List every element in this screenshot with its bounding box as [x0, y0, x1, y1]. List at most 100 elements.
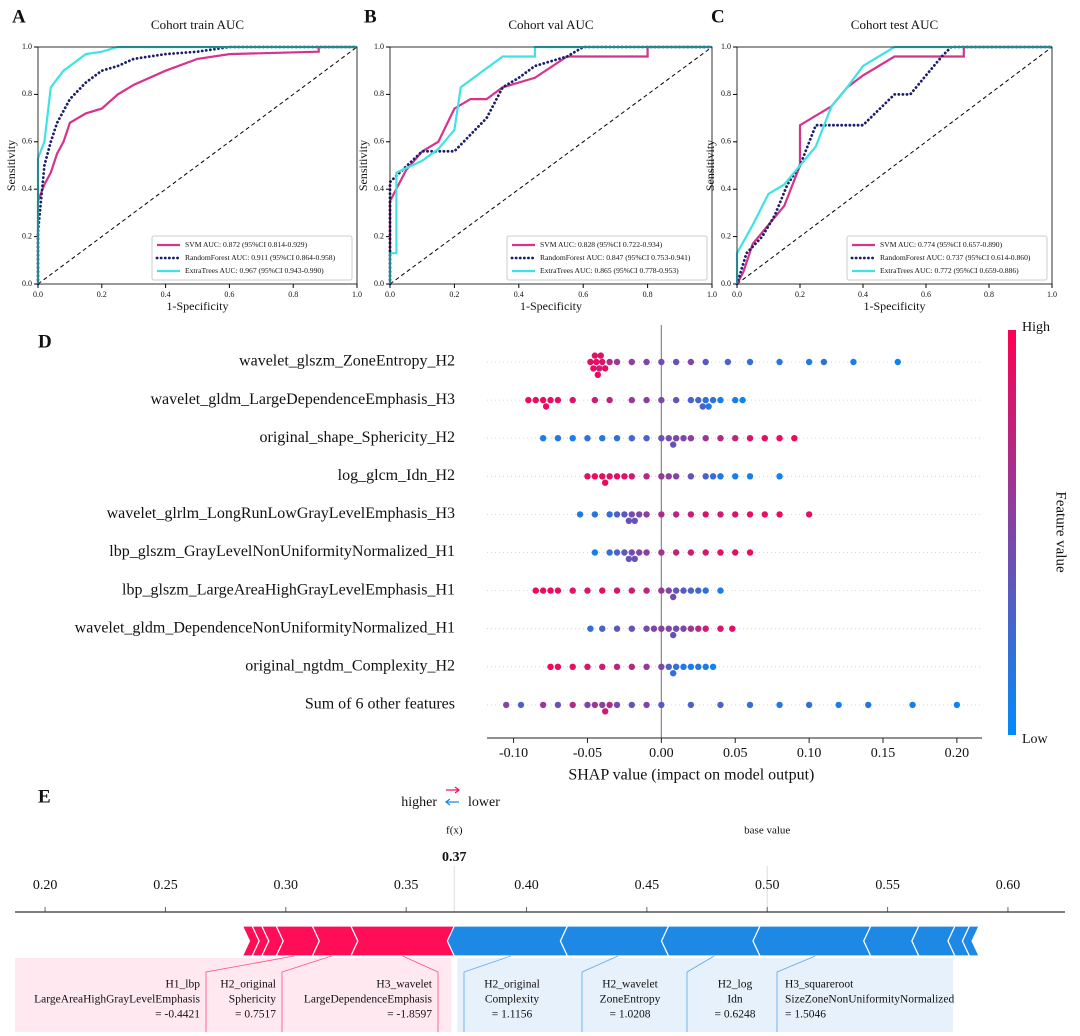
shap-dot [606, 473, 613, 480]
x-tick-label: 0.4 [514, 290, 524, 299]
shap-dot [687, 625, 695, 632]
x-tick-label: -0.10 [499, 746, 528, 761]
shap-dot [650, 625, 658, 632]
shap-dot [643, 663, 650, 670]
shap-dot [687, 587, 695, 594]
chart-title: Cohort val AUC [508, 17, 593, 32]
shap-dot [643, 701, 650, 709]
roc-curve [735, 45, 1052, 284]
shap-dot [613, 473, 621, 480]
shap-dot [628, 473, 636, 480]
shap-dot [665, 587, 672, 594]
panel-label: C [711, 6, 725, 27]
shap-dot [554, 435, 562, 442]
shap-dot [665, 663, 672, 670]
feature-name: SizeZoneNonUniformityNormalized [785, 994, 955, 1006]
shap-dot [658, 663, 665, 670]
y-axis-label: Sensitivity [356, 140, 370, 191]
shap-dot [625, 555, 633, 563]
x-tick-label: 0.6 [578, 290, 588, 299]
x-tick-label: 0.2 [97, 290, 107, 299]
legend-box [846, 235, 1048, 281]
shap-dot [702, 396, 709, 404]
shap-dot [717, 625, 724, 632]
shap-dot [635, 549, 643, 556]
shap-dot [717, 511, 724, 518]
shap-dot [597, 352, 604, 359]
positive-label-area [15, 958, 452, 1032]
shap-dot [554, 396, 562, 404]
shap-dot [746, 435, 754, 442]
shap-dot [584, 701, 591, 709]
x-tick-label: 0.25 [153, 878, 178, 893]
y-tick-label: 1.0 [22, 42, 32, 51]
roc-curve [736, 45, 1052, 285]
diagonal [736, 46, 1053, 285]
shap-dot [547, 396, 554, 404]
shap-dot [599, 473, 606, 480]
shap-dot [746, 511, 754, 518]
shap-dot [658, 511, 665, 518]
shap-dot [591, 473, 599, 480]
shap-dot [717, 396, 724, 404]
x-tick-label: 0.35 [394, 878, 419, 893]
shap-dot [702, 625, 709, 632]
shap-dot [631, 555, 638, 563]
legend-label: ExtraTrees AUC: 0.772 (95%CI 0.659-0.886… [880, 266, 1019, 275]
shap-dot [539, 701, 547, 709]
shap-dot [665, 625, 672, 632]
shap-dot [680, 587, 687, 594]
shap-dot [702, 587, 709, 594]
legend-label: ExtraTrees AUC: 0.967 (95%CI 0.943-0.990… [185, 266, 324, 275]
shap-dot [591, 396, 599, 404]
feature-name: Sphericity [229, 994, 277, 1006]
shap-dot [702, 435, 709, 442]
shap-dot [705, 403, 712, 410]
shap-dot [776, 511, 783, 518]
label-connector [581, 955, 619, 1032]
shap-dot [643, 396, 650, 404]
y-tick-label: 1.0 [374, 42, 384, 51]
shap-dot [672, 358, 680, 366]
shap-dot [606, 701, 613, 709]
shap-dot [746, 358, 754, 366]
colorbar [1008, 330, 1016, 735]
higher-arrow [446, 786, 461, 794]
feature-group: H3_wavelet [376, 979, 432, 991]
shap-dot [717, 435, 724, 442]
row-label: log_glcm_Idn_H2 [338, 467, 455, 484]
roc-curve [36, 45, 357, 284]
shap-dot [687, 663, 695, 670]
row-label: wavelet_gldm_DependenceNonUniformityNorm… [75, 619, 455, 636]
shap-dot [669, 631, 677, 639]
y-tick-label: 0.6 [721, 137, 731, 146]
shap-dot [606, 511, 613, 518]
shap-dot [584, 435, 591, 442]
shap-dot [599, 358, 606, 366]
colorbar-label: Feature value [1053, 491, 1069, 573]
label-connector [686, 955, 715, 1032]
positive-segment [241, 925, 260, 957]
shap-dot [687, 358, 695, 366]
shap-dot [613, 511, 621, 518]
feature-group: H2_original [484, 979, 540, 991]
shap-dot [805, 358, 813, 366]
feature-group: H1_lbp [166, 979, 201, 991]
shap-dot [587, 625, 594, 632]
shap-dot [761, 511, 768, 518]
shap-dot [606, 549, 613, 556]
shap-dot [628, 435, 636, 442]
shap-dot [658, 396, 665, 404]
legend-label: RandomForest AUC: 0.847 (95%CI 0.753-0.9… [540, 253, 691, 262]
shap-dot [680, 625, 687, 632]
x-tick-label: 0.8 [288, 290, 298, 299]
shap-dot [547, 663, 554, 670]
shap-dot [628, 663, 636, 670]
shap-dot [628, 549, 636, 556]
shap-dot [805, 511, 813, 518]
shap-dot [606, 358, 613, 366]
feature-value: = 1.0208 [610, 1009, 651, 1021]
row-label: original_ngtdm_Complexity_H2 [245, 657, 455, 674]
panel-label: D [38, 331, 52, 352]
roc-curve [735, 45, 1054, 286]
